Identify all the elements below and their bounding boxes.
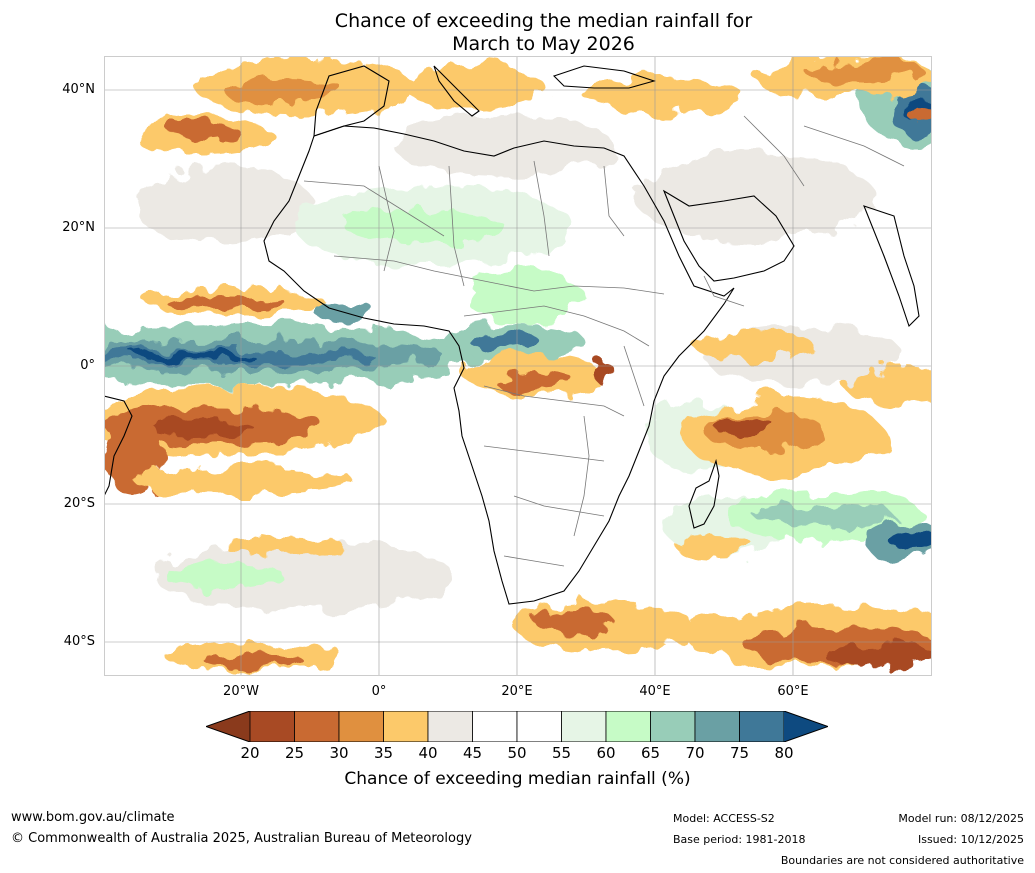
colorbar-bin-60-65 [605, 711, 651, 742]
iberia-coastline [313, 65, 390, 137]
colorbar-tick-30: 30 [329, 744, 349, 762]
madagascar-coastline [688, 458, 720, 529]
colorbar-bin-30-35 [338, 711, 384, 742]
colorbar-tick-60: 60 [596, 744, 616, 762]
colorbar-bin-65-70 [650, 711, 696, 742]
lon-label-20e: 20°E [501, 684, 533, 699]
colorbar-above-arrow [784, 711, 828, 742]
colorbar-tick-55: 55 [551, 744, 572, 762]
colorbar-bin-70-75 [694, 711, 740, 742]
colorbar-bin-50-55 [516, 711, 562, 742]
title-line-2: March to May 2026 [452, 33, 635, 55]
colorbar-below-arrow [206, 711, 250, 742]
colorbar-tick-65: 65 [640, 744, 661, 762]
colorbar-bin-40-45 [427, 711, 473, 742]
arabia-coastline [662, 189, 795, 282]
issued-text: Issued: 10/12/2025 [917, 833, 1024, 846]
lat-label-20s: 20°S [63, 496, 95, 511]
africa-coastline [263, 125, 735, 605]
colorbar-bin-25-30 [294, 711, 340, 742]
west-atlantic-coast [104, 395, 133, 497]
colorbar-bin-20-25 [249, 711, 295, 742]
colorbar-tick-40: 40 [418, 744, 438, 762]
italy-coastline [433, 65, 480, 117]
lon-label-20w: 20°W [223, 684, 259, 699]
colorbar-bin-45-50 [472, 711, 518, 742]
graticule [104, 56, 932, 676]
base-period-text: Base period: 1981-2018 [673, 833, 806, 846]
model-run-text: Model run: 08/12/2025 [898, 812, 1024, 825]
disclaimer-text: Boundaries are not considered authoritat… [780, 854, 1024, 867]
map-canvas [104, 56, 932, 676]
colorbar-tick-70: 70 [685, 744, 705, 762]
colorbar-tick-45: 45 [462, 744, 483, 762]
colorbar-bin-35-40 [383, 711, 429, 742]
black-sea-coastline [552, 65, 656, 89]
lat-label-40s: 40°S [63, 634, 95, 649]
colorbar-tick-25: 25 [284, 744, 305, 762]
map-title: Chance of exceeding the median rainfall … [0, 10, 1035, 56]
colorbar-tick-35: 35 [373, 744, 394, 762]
model-text: Model: ACCESS-S2 [673, 812, 775, 825]
title-line-1: Chance of exceeding the median rainfall … [334, 10, 753, 32]
country-borders [303, 115, 905, 567]
map-frame [104, 56, 932, 676]
colorbar-bin-75-80 [739, 711, 785, 742]
lon-label-0: 0° [371, 684, 387, 699]
colorbar-tick-50: 50 [507, 744, 527, 762]
lat-label-40n: 40°N [62, 82, 95, 97]
lon-label-60e: 60°E [777, 684, 809, 699]
colorbar-tick-80: 80 [774, 744, 794, 762]
lon-label-40e: 40°E [639, 684, 671, 699]
colorbar-label: Chance of exceeding median rainfall (%) [344, 769, 691, 789]
lat-label-0: 0° [80, 358, 95, 373]
lat-label-20n: 20°N [62, 220, 95, 235]
colorbar [206, 711, 828, 742]
colorbar-tick-75: 75 [729, 744, 750, 762]
copyright-text: © Commonwealth of Australia 2025, Austra… [11, 831, 472, 846]
website-link[interactable]: www.bom.gov.au/climate [11, 810, 175, 825]
rainfall-map [104, 56, 932, 676]
colorbar-bins [249, 711, 785, 742]
colorbar-tick-20: 20 [240, 744, 260, 762]
colorbar-bin-55-60 [561, 711, 607, 742]
india-coastline [863, 205, 920, 328]
rainfall-probability-field [104, 56, 932, 671]
coastlines [104, 65, 920, 605]
